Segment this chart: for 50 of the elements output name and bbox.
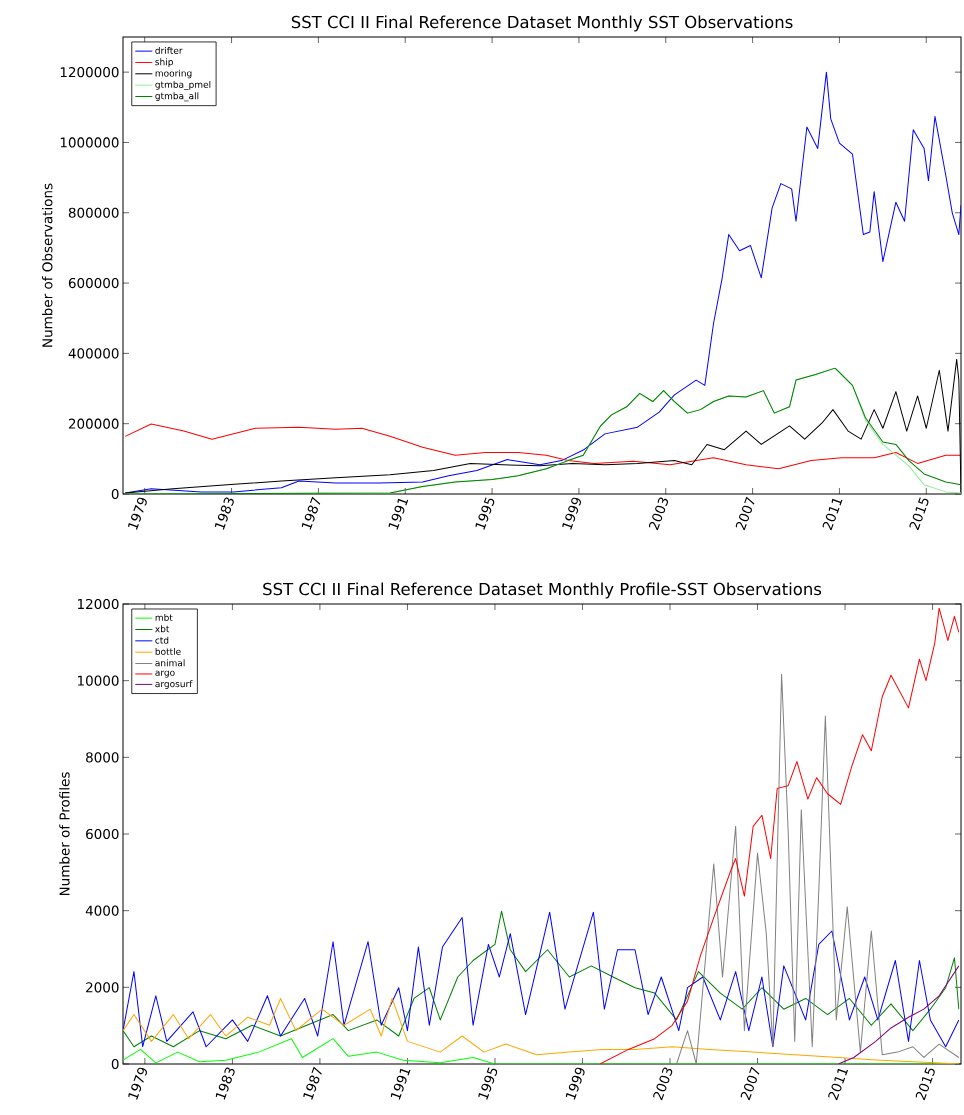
y-tick-label: 400000	[68, 348, 119, 359]
x-tick-label: 2003	[648, 497, 669, 531]
y-tick-label: 0	[111, 488, 119, 500]
x-tick-label: 2015	[909, 497, 929, 531]
y-tick-label: 10000	[78, 675, 119, 686]
legend-label: gtmba_pmel	[155, 80, 211, 90]
chart-title: SST CCI II Final Reference Dataset Monthly Profile-SST Observations	[263, 582, 822, 599]
x-tick-label: 1979	[128, 497, 147, 530]
y-tick-label: 200000	[68, 418, 119, 429]
x-tick-label: 2007	[735, 496, 755, 531]
y-tick-label: 1000000	[60, 137, 119, 148]
y-tick-label: 600000	[68, 277, 119, 289]
x-tick-label: 1987	[303, 1066, 322, 1100]
legend-label: animal	[155, 659, 185, 667]
x-tick-label: 1987	[301, 496, 321, 530]
x-tick-label: 2003	[653, 1067, 673, 1101]
y-axis-title: Number of Observations	[42, 183, 53, 347]
legend-label: mbt	[155, 613, 173, 621]
legend-label: xbt	[155, 625, 170, 633]
x-tick-label: 1999	[562, 497, 582, 530]
x-tick-label: 2007	[740, 1066, 760, 1101]
x-tick-label: 1991	[388, 498, 409, 530]
legend-label: ctd	[155, 636, 169, 644]
y-axis-title: Number of Profiles	[59, 772, 70, 896]
x-tick-label: 2015	[915, 1067, 935, 1101]
x-tick-label: 1983	[214, 497, 234, 530]
chart-title: SST CCI II Final Reference Dataset Monthly SST Observations	[291, 15, 793, 32]
x-tick-label: 2011	[828, 1068, 849, 1101]
x-tick-label: 1995	[475, 497, 495, 530]
legend-label: drifter	[155, 46, 183, 54]
x-tick-label: 1979	[128, 1067, 147, 1100]
y-tick-label: 0	[111, 1058, 119, 1070]
y-tick-label: 1200000	[60, 67, 119, 78]
x-tick-label: 1995	[478, 1067, 498, 1100]
y-tick-label: 8000	[86, 752, 119, 763]
x-tick-label: 1999	[565, 1067, 585, 1100]
x-tick-label: 2011	[822, 498, 843, 531]
legend-label: gtmba_all	[155, 92, 199, 102]
legend-label: ship	[155, 58, 173, 67]
x-tick-label: 1983	[215, 1067, 235, 1100]
legend-label: bottle	[155, 648, 181, 655]
y-tick-label: 12000	[78, 598, 119, 610]
legend-label: argo	[155, 670, 175, 678]
y-tick-label: 800000	[68, 207, 119, 218]
y-tick-label: 2000	[86, 982, 119, 993]
y-tick-label: 6000	[86, 828, 119, 840]
legend-label: argosurf	[155, 680, 193, 689]
x-tick-label: 1991	[390, 1068, 411, 1100]
y-tick-label: 4000	[85, 905, 119, 916]
legend-label: mooring	[155, 69, 192, 79]
